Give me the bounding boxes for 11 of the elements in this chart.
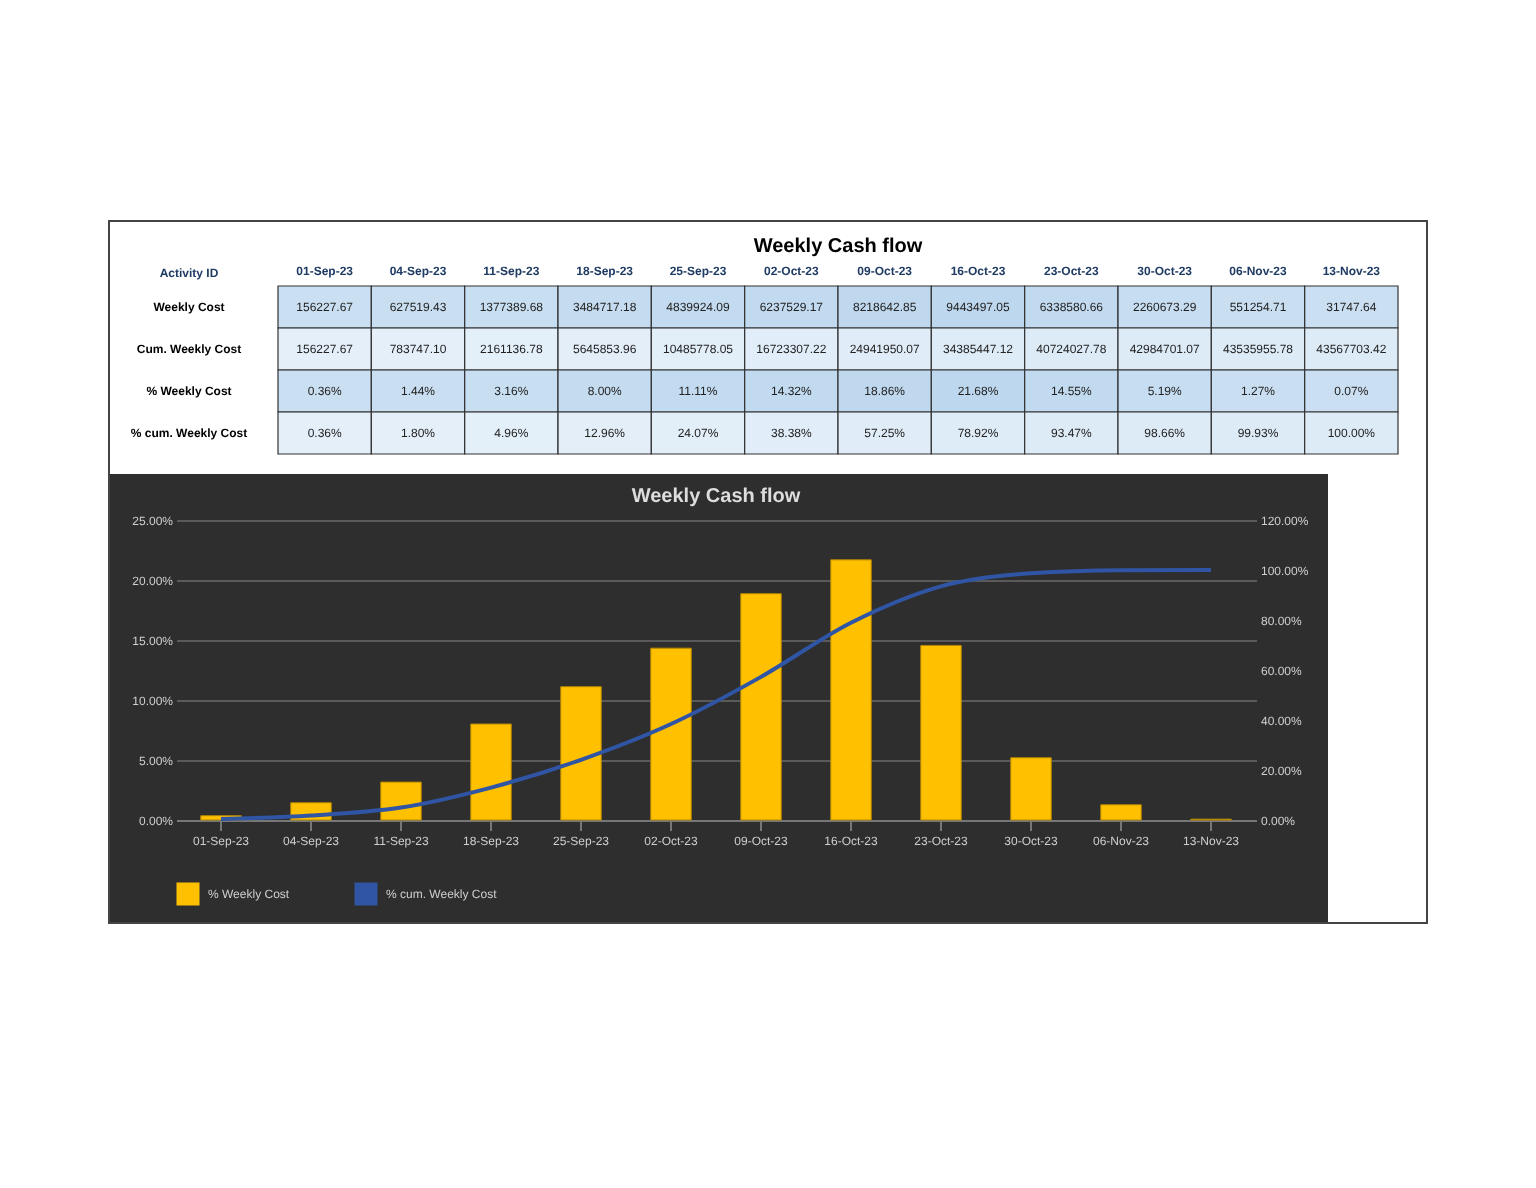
- bar: [560, 686, 602, 821]
- chart-title: Weekly Cash flow: [631, 486, 801, 508]
- bar: [1100, 804, 1142, 821]
- chart-title: Weekly Cash flow: [753, 236, 923, 258]
- bar: [920, 644, 962, 821]
- bar: [740, 593, 782, 821]
- bar: [1010, 757, 1052, 821]
- line-series: [219, 568, 1213, 822]
- bar: [650, 647, 692, 821]
- bar: [470, 723, 512, 821]
- bar: [830, 559, 872, 821]
